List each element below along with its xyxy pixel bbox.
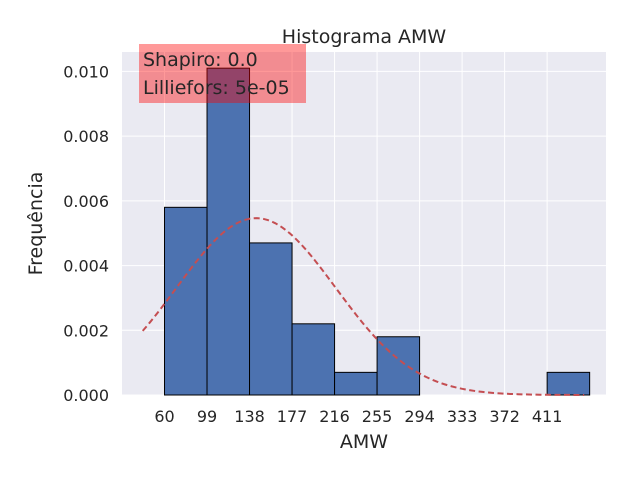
y-tick-label: 0.006 <box>63 192 109 211</box>
x-tick-label: 333 <box>447 407 478 426</box>
x-tick-label: 216 <box>319 407 350 426</box>
normality-test-annotation: Shapiro: 0.0 Lilliefors: 5e-05 <box>139 44 306 103</box>
x-tick-label: 294 <box>404 407 435 426</box>
x-tick-label: 138 <box>234 407 265 426</box>
histogram-bar <box>291 323 336 396</box>
y-tick-label: 0.004 <box>63 257 109 276</box>
x-tick-label: 99 <box>197 407 217 426</box>
x-tick-label: 255 <box>362 407 393 426</box>
y-tick-label: 0.008 <box>63 127 109 146</box>
x-tick-label: 60 <box>154 407 174 426</box>
histogram-bar <box>376 336 421 396</box>
histogram-bar <box>164 206 208 396</box>
x-axis-label: AMW <box>340 431 388 453</box>
annotation-box <box>139 44 306 103</box>
y-tick-label: 0.010 <box>63 62 109 81</box>
y-tick-labels: 0.000 0.002 0.004 0.006 0.008 0.010 <box>63 62 109 405</box>
x-tick-label: 411 <box>532 407 563 426</box>
histogram-bar <box>249 242 293 396</box>
y-axis-label: Frequência <box>25 172 47 276</box>
histogram-bars <box>164 67 591 396</box>
histogram-bar <box>334 371 378 396</box>
annotation-lilliefors: Lilliefors: 5e-05 <box>143 77 290 99</box>
y-tick-label: 0.002 <box>63 321 109 340</box>
chart-title: Histograma AMW <box>282 26 447 48</box>
histogram-bar <box>546 371 591 396</box>
histogram-bar <box>206 67 251 396</box>
annotation-shapiro: Shapiro: 0.0 <box>143 49 258 71</box>
x-tick-label: 177 <box>277 407 308 426</box>
x-tick-labels: 60 99 138 177 216 255 294 333 372 411 <box>154 407 562 426</box>
y-tick-label: 0.000 <box>63 386 109 405</box>
x-tick-label: 372 <box>489 407 520 426</box>
normal-curve <box>141 217 585 396</box>
